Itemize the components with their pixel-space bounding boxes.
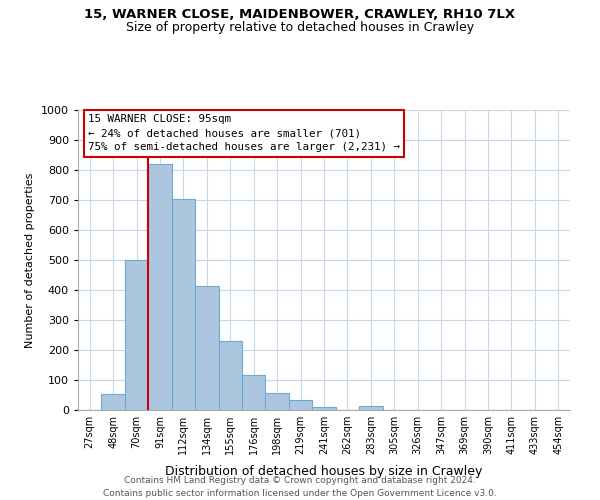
Y-axis label: Number of detached properties: Number of detached properties (25, 172, 35, 348)
Bar (195, 286, 218, 410)
Bar (312, 407, 336, 410)
Text: 15, WARNER CLOSE, MAIDENBOWER, CRAWLEY, RH10 7LX: 15, WARNER CLOSE, MAIDENBOWER, CRAWLEY, … (85, 8, 515, 20)
Bar (125, 260, 148, 410)
Bar (218, 341, 242, 410)
Bar (289, 400, 312, 410)
Text: Contains HM Land Registry data © Crown copyright and database right 2024.
Contai: Contains HM Land Registry data © Crown c… (103, 476, 497, 498)
Bar (101, 394, 125, 410)
Bar (359, 406, 383, 410)
Bar (148, 164, 172, 410)
Bar (172, 198, 195, 410)
Bar (242, 374, 265, 410)
Text: 15 WARNER CLOSE: 95sqm
← 24% of detached houses are smaller (701)
75% of semi-de: 15 WARNER CLOSE: 95sqm ← 24% of detached… (88, 114, 400, 152)
Bar (265, 393, 289, 410)
Text: Size of property relative to detached houses in Crawley: Size of property relative to detached ho… (126, 21, 474, 34)
X-axis label: Distribution of detached houses by size in Crawley: Distribution of detached houses by size … (166, 466, 482, 478)
